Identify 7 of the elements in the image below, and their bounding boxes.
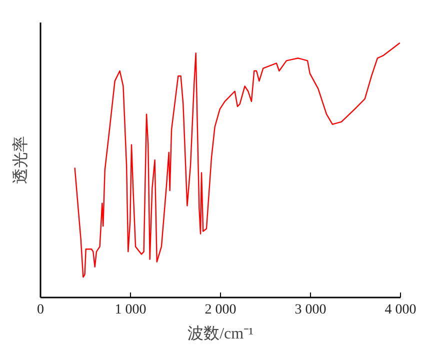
x-tick-label: 3 000 — [294, 302, 326, 318]
x-tick-label: 0 — [37, 302, 44, 318]
x-tick-label: 4 000 — [384, 302, 416, 318]
x-axis-title: 波数/cm⁻¹ — [188, 324, 254, 342]
x-tick-label: 2 000 — [204, 302, 236, 318]
y-axis-title: 透光率 — [12, 136, 30, 184]
x-tick-label: 1 000 — [114, 302, 146, 318]
